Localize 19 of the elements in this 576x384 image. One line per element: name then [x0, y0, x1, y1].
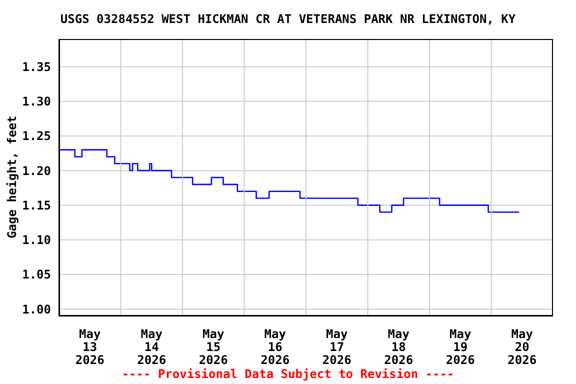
text: ---- Provisional Data Subject to Revision ----: [120, 367, 456, 381]
chart-title: USGS 03284552 WEST HICKMAN CR AT VETERANS PARK NR LEXINGTON, KY: [59, 12, 517, 26]
x-tick-label: May 16 2026: [260, 327, 290, 367]
x-tick-label: May 18 2026: [384, 327, 414, 367]
y-tick-label: 1.20: [22, 164, 51, 178]
y-tick-label: 1.10: [22, 233, 51, 248]
y-tick-label: 1.15: [22, 198, 51, 212]
y-axis-title: Gage height, feet: [5, 114, 19, 240]
x-tick-label: May 20 2026: [508, 327, 537, 367]
y-tick-label: 1.35: [22, 60, 51, 74]
x-tick-label: May 17 2026: [322, 327, 352, 367]
x-tick-label: May 19 2026: [446, 327, 475, 367]
y-tick-label: 1.25: [22, 129, 51, 144]
y-tick-label: 1.30: [22, 94, 51, 109]
x-tick-label: May 14 2026: [137, 327, 166, 367]
x-tick-label: May 13 2026: [75, 327, 104, 367]
x-tick-label: May 15 2026: [198, 327, 228, 367]
y-tick-label: 1.05: [22, 268, 51, 282]
y-tick-label: 1.00: [22, 302, 51, 316]
